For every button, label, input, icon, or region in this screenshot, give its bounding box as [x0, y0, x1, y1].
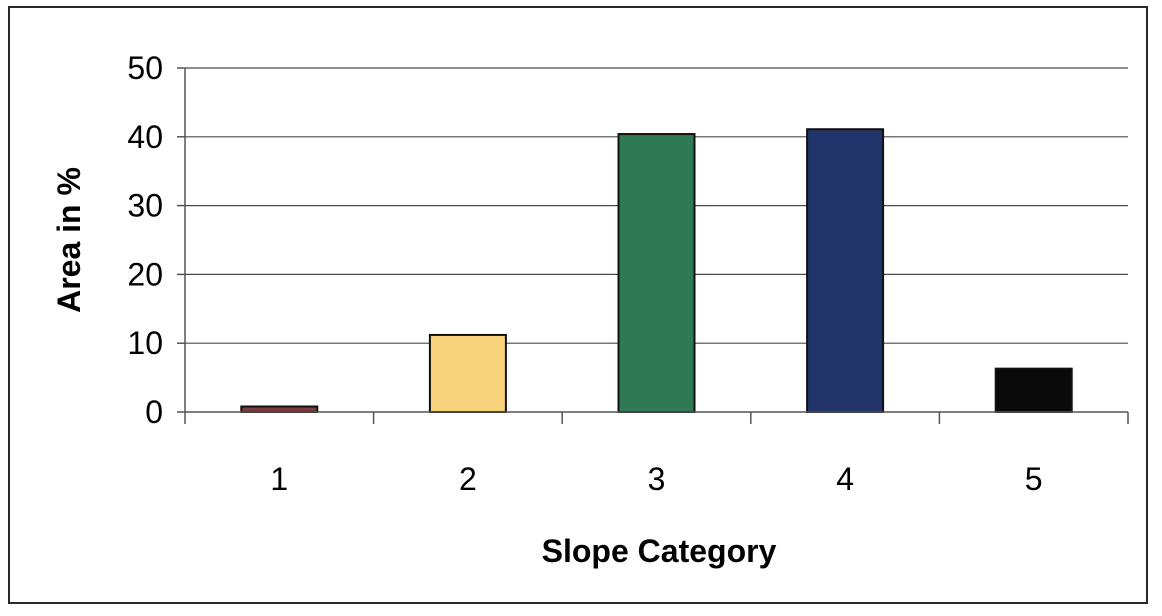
y-tick-label: 20 [127, 256, 163, 292]
y-axis-title: Area in % [51, 167, 87, 313]
x-tick-label: 4 [836, 461, 854, 497]
x-tick-label: 3 [648, 461, 666, 497]
x-tick-label: 1 [270, 461, 288, 497]
bar-2 [428, 333, 507, 413]
bar-3 [617, 133, 696, 413]
y-tick-labels: 0 10 20 30 40 50 [127, 50, 185, 430]
bar-4 [806, 128, 885, 413]
bars [240, 128, 1073, 414]
axes [184, 68, 1128, 413]
y-tick-label: 40 [127, 119, 163, 155]
bar-1 [240, 405, 319, 414]
x-tick-label: 2 [459, 461, 477, 497]
y-tick-label: 30 [127, 188, 163, 224]
x-axis-title: Slope Category [542, 533, 777, 569]
bar-5 [994, 367, 1073, 414]
y-tick-label: 10 [127, 325, 163, 361]
x-tick-labels: 1 2 3 4 5 [184, 412, 1129, 497]
y-tick-label: 0 [145, 394, 163, 430]
chart-frame [8, 6, 1148, 604]
y-tick-label: 50 [127, 50, 163, 86]
x-tick-label: 5 [1025, 461, 1043, 497]
